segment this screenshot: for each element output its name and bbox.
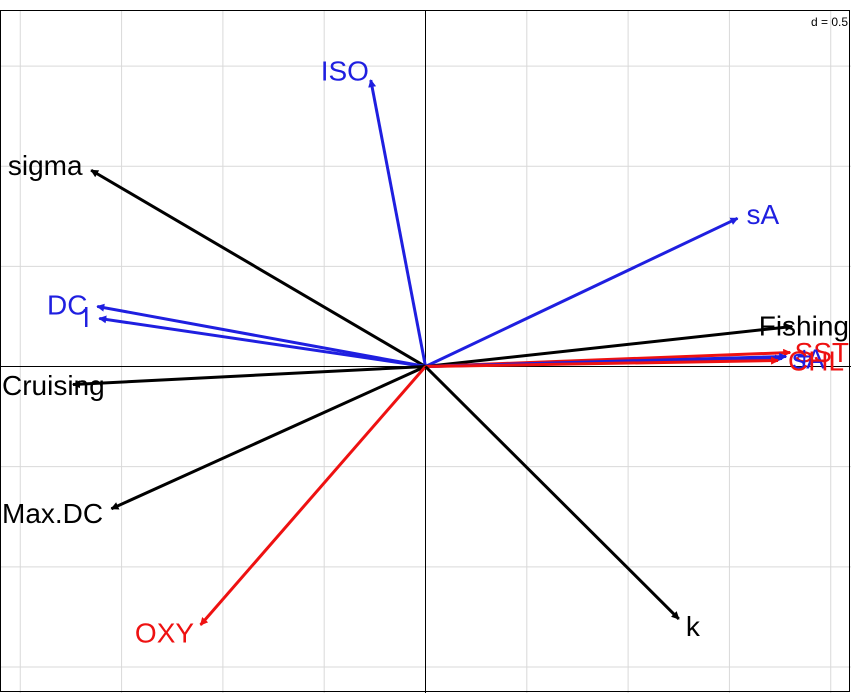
vector-arrow — [71, 365, 426, 389]
vector-label: Cruising — [2, 370, 105, 401]
vector-label: k — [686, 611, 701, 642]
vector-label: sA — [747, 199, 780, 230]
scale-label: d = 0.5 — [811, 15, 848, 29]
vector-label: sA — [792, 343, 825, 374]
vector-arrow — [424, 365, 680, 620]
vector-arrow — [90, 168, 427, 368]
vector-label: ISO — [321, 55, 369, 86]
vector-arrow — [199, 365, 427, 626]
vector-label: SST — [795, 337, 849, 368]
vector-label: OXY — [135, 617, 194, 648]
vector-arrows — [71, 79, 794, 626]
vector-arrow — [98, 315, 426, 369]
vector-label: CHL — [788, 345, 844, 376]
vector-arrow — [425, 356, 780, 369]
vector-arrow — [424, 216, 739, 368]
axes — [0, 10, 851, 693]
vector-label: Max.DC — [2, 498, 103, 529]
vector-label: DC — [47, 290, 87, 321]
vector-arrow — [425, 323, 794, 369]
vector-label: l — [83, 302, 89, 333]
vector-arrow — [96, 303, 426, 368]
plot-frame — [0, 10, 850, 692]
vector-arrow — [368, 79, 427, 367]
vector-label: + — [796, 341, 812, 372]
vector-label: sigma — [8, 150, 83, 181]
vector-label: Fishing — [759, 310, 849, 341]
vector-arrow — [110, 365, 427, 511]
